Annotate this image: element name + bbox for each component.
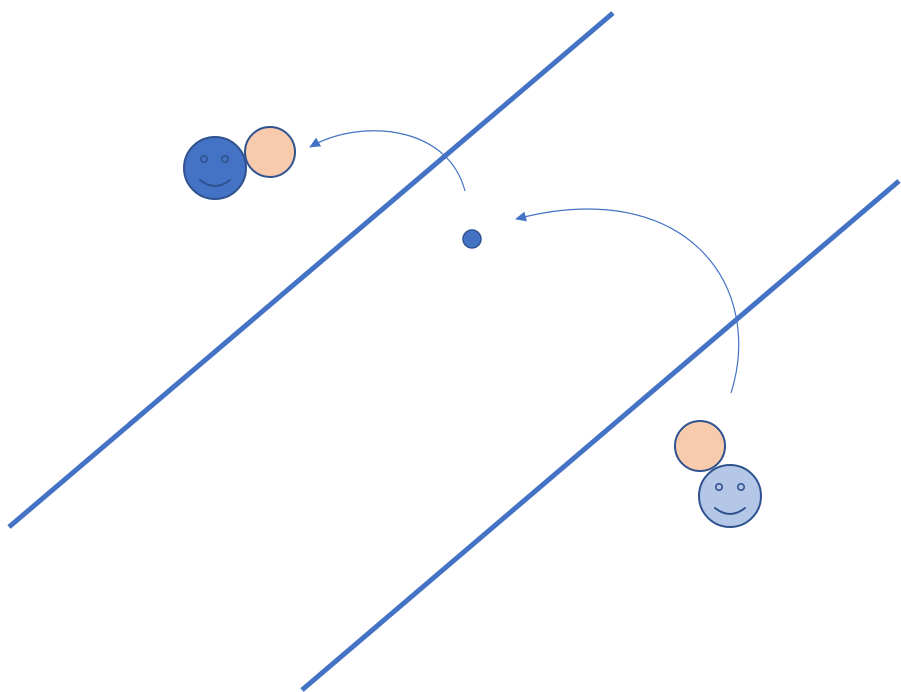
- boundary-line-lower: [300, 179, 901, 692]
- boundary-line-upper: [7, 11, 615, 529]
- smiley-face-dark-icon: [183, 136, 247, 200]
- pivot-dot: [462, 229, 482, 249]
- smiley-face-light-icon: [698, 464, 762, 528]
- companion-circle-after: [244, 126, 296, 178]
- companion-circle-before: [674, 420, 726, 472]
- figure-after: [183, 126, 296, 200]
- arc-arrow-small: [309, 130, 466, 192]
- arc-arrow-large: [515, 208, 740, 394]
- figure-before: [674, 420, 762, 528]
